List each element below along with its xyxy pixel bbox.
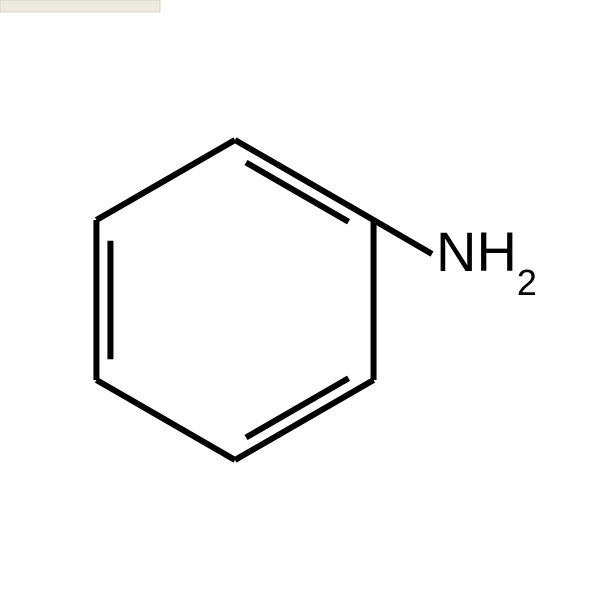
amine-label: NH2 (436, 224, 537, 280)
atom-label-main: NH (436, 220, 517, 283)
structure-svg (0, 0, 600, 600)
chemical-structure-diagram: NH2 (0, 0, 600, 600)
atom-label-subscript: 2 (517, 262, 537, 303)
